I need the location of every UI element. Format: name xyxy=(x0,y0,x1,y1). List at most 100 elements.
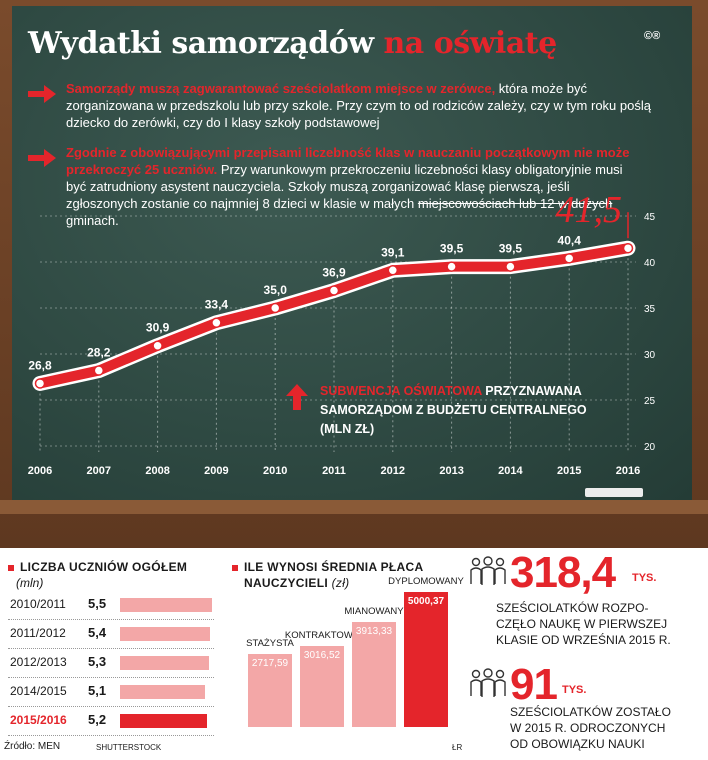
line-chart: 20 25 30 35 40 45 2006 2007 2008 2009 2010 2011 2012… xyxy=(28,189,656,477)
y-tick-label: 35 xyxy=(644,304,656,315)
x-tick-label: 2006 xyxy=(28,465,52,477)
salary-title-line2: NAUCZYCIELI (zł) xyxy=(244,576,350,590)
students-bar xyxy=(120,598,212,612)
x-tick-label: 2008 xyxy=(145,465,169,477)
legend-highlight: SUBWENCJA OŚWIATOWA xyxy=(320,384,482,398)
students-value: 5,2 xyxy=(88,712,107,727)
salary-title: ILE WYNOSI ŚREDNIA PŁACA xyxy=(232,560,423,574)
row-divider xyxy=(8,677,214,678)
salary-label: DYPLOMOWANY xyxy=(388,576,464,588)
chalk-tray xyxy=(0,500,708,514)
title-main: Wydatki samorządów xyxy=(28,26,374,61)
students-year: 2011/2012 xyxy=(10,626,66,640)
salary-value: 2717,59 xyxy=(251,657,289,669)
row-divider xyxy=(8,619,214,620)
up-arrow-icon xyxy=(286,384,308,410)
students-bar xyxy=(120,656,209,670)
students-value: 5,3 xyxy=(88,654,107,669)
right-arrow-icon xyxy=(28,149,56,167)
square-bullet-icon xyxy=(8,564,14,571)
data-label: 40,4 xyxy=(558,233,582,247)
data-label: 28,2 xyxy=(87,346,111,360)
photo-credit: SHUTTERSTOCK xyxy=(96,743,162,752)
stat-deferred-desc: SZEŚCIOLATKÓW ZOSTAŁO W 2015 R. ODROCZON… xyxy=(510,705,671,751)
data-label: 26,8 xyxy=(28,358,52,372)
source-note: Źródło: MEN xyxy=(4,741,61,752)
square-bullet-icon xyxy=(232,564,238,571)
students-bar xyxy=(120,685,206,699)
data-label: 36,9 xyxy=(322,266,346,280)
data-point xyxy=(34,378,46,389)
data-point xyxy=(505,261,516,272)
logo-mark: ©® xyxy=(644,30,661,42)
right-arrow-icon xyxy=(28,85,56,103)
y-tick-label: 30 xyxy=(644,350,656,361)
x-tick-label: 2012 xyxy=(381,465,405,477)
chart-legend: SUBWENCJA OŚWIATOWA PRZYZNAWANA SAMORZĄD… xyxy=(320,382,620,439)
salary-value: 3913,33 xyxy=(355,625,393,637)
x-tick-label: 2015 xyxy=(557,465,581,477)
data-point xyxy=(211,317,222,328)
x-tick-label: 2010 xyxy=(263,465,287,477)
stat-deferred-number: 91 xyxy=(510,660,558,709)
x-tick-label: 2016 xyxy=(616,465,640,477)
bullet-1-highlight: Samorządy muszą zagwarantować sześciolat… xyxy=(66,81,496,96)
students-year: 2014/2015 xyxy=(10,684,67,698)
row-divider xyxy=(8,706,214,707)
salary-bar xyxy=(248,653,292,727)
y-tick-label: 40 xyxy=(644,258,656,269)
data-label: 35,0 xyxy=(264,283,288,297)
data-label: 33,4 xyxy=(205,298,229,312)
students-bar xyxy=(120,627,211,641)
students-year: 2012/2013 xyxy=(10,655,67,669)
students-bar xyxy=(120,714,207,728)
stat-deferred-unit: TYS. xyxy=(562,684,587,696)
data-point xyxy=(622,242,634,254)
x-tick-label: 2011 xyxy=(322,465,346,477)
row-divider xyxy=(8,735,214,736)
bullet-2: Zgodnie z obowiązującymi przepisami licz… xyxy=(66,144,638,229)
y-tick-label: 20 xyxy=(644,442,656,453)
data-point xyxy=(563,253,575,264)
chalk-piece xyxy=(585,488,643,497)
x-tick-label: 2013 xyxy=(439,465,463,477)
salary-label: STAŻYSTA xyxy=(246,637,294,649)
students-unit: (mln) xyxy=(16,576,44,590)
students-value: 5,5 xyxy=(88,596,107,611)
salary-value: 3016,52 xyxy=(303,649,341,661)
data-label: 39,1 xyxy=(381,245,405,259)
x-tick-label: 2007 xyxy=(87,465,111,477)
bullet-2-tail: gminach. xyxy=(66,213,119,228)
students-year: 2010/2011 xyxy=(10,597,66,611)
bullet-2-text: Przy warunkowym przekroczeniu liczebnośc… xyxy=(66,162,623,211)
students-value: 5,1 xyxy=(88,683,107,698)
data-point xyxy=(93,365,105,376)
people-group-icon xyxy=(470,668,506,697)
bullet-2-strike: miejscowościach lub 12 w dużych xyxy=(417,196,613,211)
data-label: 39,5 xyxy=(499,242,523,256)
y-tick-label: 45 xyxy=(644,212,656,223)
data-point xyxy=(269,302,281,314)
title-accent: na oświatę xyxy=(383,26,558,61)
data-point xyxy=(152,340,163,351)
data-point xyxy=(446,261,457,272)
x-tick-label: 2009 xyxy=(204,465,228,477)
salary-bar xyxy=(300,645,344,727)
bullet-2-highlight: Zgodnie z obowiązującymi przepisami licz… xyxy=(66,145,630,177)
salary-bar xyxy=(404,592,448,727)
salary-label: MIANOWANY xyxy=(344,605,404,617)
salary-bar xyxy=(352,621,396,727)
students-value: 5,4 xyxy=(88,625,107,640)
people-group-icon xyxy=(470,556,506,585)
salary-label: KONTRAKTOWY xyxy=(284,629,360,641)
data-label: 41,5 xyxy=(556,189,623,231)
data-point xyxy=(387,265,399,276)
y-tick-label: 25 xyxy=(644,396,656,407)
row-divider xyxy=(8,648,214,649)
students-title: LICZBA UCZNIÓW OGÓŁEM xyxy=(8,560,187,574)
bullet-1-text: która może być zorganizowana w przedszko… xyxy=(66,81,651,130)
stat-six-year-olds-desc: SZEŚCIOLATKÓW ROZPO- CZĘŁO NAUKĘ W PIERW… xyxy=(496,601,671,647)
legend-text: PRZYZNAWANA SAMORZĄDOM Z BUDŻETU CENTRAL… xyxy=(320,384,587,436)
bullet-1: Samorządy muszą zagwarantować sześciolat… xyxy=(66,80,666,131)
stat-six-year-olds-unit: TYS. xyxy=(632,572,657,584)
